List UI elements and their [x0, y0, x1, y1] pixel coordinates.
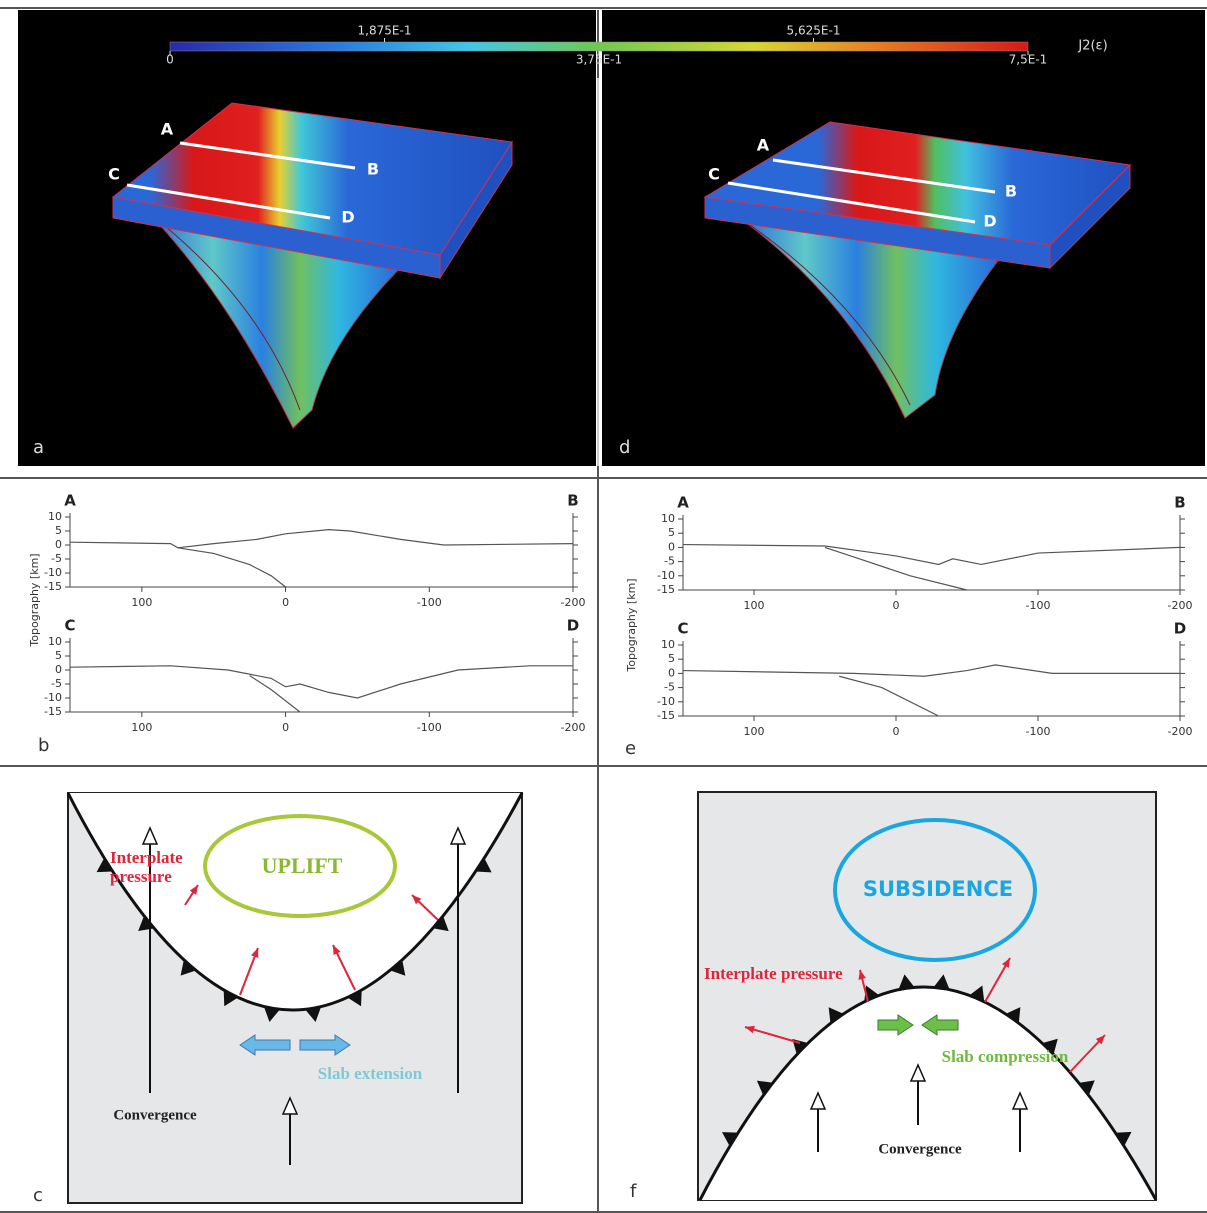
slab-line	[825, 547, 967, 590]
y-tick-label: 0	[668, 666, 675, 679]
pressure-label: Interplate pressure	[704, 964, 874, 983]
y-tick-label: -5	[664, 555, 675, 568]
y-tick-label: 5	[55, 524, 62, 537]
x-tick-label: -200	[1168, 599, 1193, 612]
y-tick-label: 5	[668, 652, 675, 665]
slab-line	[839, 676, 938, 716]
section-label: B	[367, 160, 379, 179]
figure-canvas: J2(ε) 0 1,875E-1 3,75E-1 5,625E-1 7,5E-1 a A B C…	[0, 0, 1207, 1213]
section-label: B	[567, 492, 578, 510]
y-tick-label: -15	[657, 709, 675, 722]
y-tick-label: -5	[664, 681, 675, 694]
section-label: D	[1174, 620, 1186, 638]
colorbar-tick-label: 1,875E-1	[358, 24, 412, 38]
y-tick-label: -15	[657, 583, 675, 596]
colorbar-title: J2(ε)	[1077, 39, 1107, 54]
section-label: A	[677, 494, 689, 512]
panel-label: b	[38, 735, 49, 756]
section-label: A	[64, 492, 76, 510]
panel-label: c	[33, 1185, 43, 1206]
y-tick-label: -10	[44, 566, 62, 579]
panel-label: d	[619, 437, 630, 458]
slab-line	[178, 548, 286, 587]
x-tick-label: 100	[744, 599, 765, 612]
colorbar-tick-label: 5,625E-1	[787, 24, 841, 38]
y-tick-label: -10	[44, 691, 62, 704]
panel-label: f	[630, 1181, 637, 1202]
section-label: C	[677, 620, 688, 638]
x-tick-label: 0	[893, 725, 900, 738]
x-tick-label: 100	[131, 596, 152, 609]
section-label: D	[341, 208, 354, 227]
y-tick-label: 10	[48, 635, 62, 648]
y-tick-label: -10	[657, 695, 675, 708]
y-axis-label: Topography [km]	[625, 578, 638, 672]
x-tick-label: -200	[561, 596, 586, 609]
section-label: A	[161, 120, 174, 139]
colorbar-tick-label: 3,75E-1	[576, 53, 622, 67]
section-label: D	[567, 617, 579, 635]
y-tick-label: -10	[657, 569, 675, 582]
y-tick-label: 10	[661, 512, 675, 525]
section-label: C	[64, 617, 75, 635]
colorbar-tick-label: 0	[166, 53, 174, 67]
x-tick-label: -100	[417, 721, 442, 734]
section-label: B	[1174, 494, 1185, 512]
slab-label: Slab extension	[318, 1064, 423, 1083]
x-tick-label: -100	[417, 596, 442, 609]
surface-line	[683, 545, 1180, 565]
slab-label: Slab compression	[942, 1047, 1069, 1066]
figure: J2(ε) 0 1,875E-1 3,75E-1 5,625E-1 7,5E-1 a A B C…	[0, 0, 1207, 1213]
y-tick-label: 5	[55, 649, 62, 662]
section-label: A	[757, 136, 770, 155]
y-tick-label: 0	[668, 540, 675, 553]
panel-label: e	[625, 738, 636, 759]
surface-line	[70, 666, 573, 698]
y-tick-label: -15	[44, 705, 62, 718]
section-label: D	[983, 212, 996, 231]
x-tick-label: 0	[282, 596, 289, 609]
colorbar	[170, 42, 1028, 51]
x-tick-label: -200	[561, 721, 586, 734]
y-tick-label: -5	[51, 677, 62, 690]
regime-label: SUBSIDENCE	[863, 877, 1013, 901]
x-tick-label: 0	[893, 599, 900, 612]
section-label: C	[108, 165, 120, 184]
x-tick-label: -100	[1026, 725, 1051, 738]
y-tick-label: 5	[668, 526, 675, 539]
y-tick-label: 10	[661, 638, 675, 651]
y-tick-label: 0	[55, 663, 62, 676]
x-tick-label: -200	[1168, 725, 1193, 738]
motion-label: Convergence	[878, 1141, 962, 1157]
y-tick-label: 0	[55, 538, 62, 551]
y-tick-label: 10	[48, 510, 62, 523]
x-tick-label: 100	[131, 721, 152, 734]
panel-label: a	[33, 437, 44, 458]
surface-line	[70, 530, 573, 548]
regime-label: UPLIFT	[262, 853, 343, 878]
colorbar-tick-label: 7,5E-1	[1009, 53, 1048, 67]
section-label: C	[708, 165, 720, 184]
motion-label: Convergence	[113, 1107, 197, 1123]
surface-line	[683, 665, 1180, 676]
x-tick-label: 0	[282, 721, 289, 734]
y-tick-label: -5	[51, 552, 62, 565]
x-tick-label: -100	[1026, 599, 1051, 612]
y-axis-label: Topography [km]	[28, 553, 41, 647]
section-label: B	[1005, 182, 1017, 201]
x-tick-label: 100	[744, 725, 765, 738]
y-tick-label: -15	[44, 580, 62, 593]
pressure-label: Interplate pressure	[110, 848, 200, 886]
